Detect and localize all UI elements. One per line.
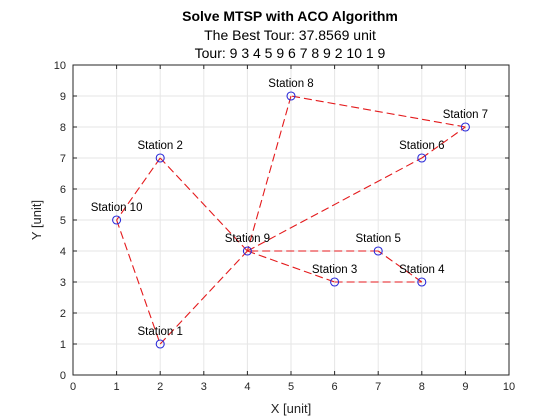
route-segment-6-7: [421, 126, 466, 159]
route-segment-9-2: [159, 157, 248, 252]
route-segment-4-5: [377, 250, 423, 283]
tour-route: [116, 95, 466, 345]
y-axis-label: Y [unit]: [29, 200, 44, 240]
route-segment-9-6: [247, 157, 423, 252]
x-tick-label: 0: [70, 381, 76, 393]
station-label-5: Station 5: [355, 233, 400, 245]
x-tick-label: 2: [157, 381, 163, 393]
x-tick-label: 1: [114, 381, 120, 393]
station-marker-6: [417, 153, 427, 163]
station-label-2: Station 2: [137, 140, 182, 152]
x-tick-label: 10: [503, 381, 515, 393]
x-axis-label: X [unit]: [271, 401, 311, 416]
x-tick-label: 9: [462, 381, 468, 393]
route-segment-2-10: [116, 157, 161, 221]
x-tick-label: 8: [419, 381, 425, 393]
route-segment-9-3: [247, 250, 335, 283]
station-marker-9: [242, 246, 252, 256]
x-tick-label: 6: [332, 381, 338, 393]
station-marker-5: [373, 246, 383, 256]
tour-sequence: Tour: 9 3 4 5 9 6 7 8 9 2 10 1 9: [195, 45, 386, 61]
station-marker-10: [112, 215, 122, 225]
chart-subtitle: The Best Tour: 37.8569 unit: [204, 27, 376, 43]
station-marker-3: [330, 277, 340, 287]
station-label-1: Station 1: [137, 326, 182, 338]
route-segment-10-1: [116, 219, 161, 345]
chart-title: Solve MTSP with ACO Algorithm: [182, 8, 398, 24]
y-tick-label: 7: [60, 153, 66, 165]
y-tick-label: 8: [60, 122, 66, 134]
station-label-7: Station 7: [443, 109, 488, 121]
y-tick-label: 1: [60, 339, 66, 351]
station-label-6: Station 6: [399, 140, 444, 152]
x-tick-label: 5: [288, 381, 294, 393]
station-marker-7: [460, 122, 470, 132]
station-label-10: Station 10: [91, 202, 143, 214]
y-tick-label: 4: [60, 246, 66, 258]
y-tick-label: 6: [60, 184, 66, 196]
station-label-4: Station 4: [399, 264, 445, 276]
y-tick-label: 10: [54, 60, 66, 72]
x-tick-label: 4: [244, 381, 250, 393]
y-tick-label: 0: [60, 370, 66, 382]
x-tick-label: 7: [375, 381, 381, 393]
tick-labels: 0 1 2 3 4 5 6 7 8 9 10 0 1 2 3 4 5 6 7 8 9 10: [54, 60, 515, 393]
station-labels: Station 1 Station 2 Station 3 Station 4 Stat…: [91, 78, 488, 338]
station-marker-2: [155, 153, 165, 163]
y-tick-label: 3: [60, 277, 66, 289]
station-label-8: Station 8: [268, 78, 313, 90]
route-segment-8-9: [246, 95, 292, 252]
station-label-9: Station 9: [225, 233, 270, 245]
route-segment-7-8: [290, 95, 466, 128]
station-marker-4: [417, 277, 427, 287]
y-tick-label: 2: [60, 308, 66, 320]
station-marker-1: [155, 339, 165, 349]
station-marker-8: [286, 91, 296, 101]
x-tick-label: 3: [201, 381, 207, 393]
y-tick-label: 5: [60, 215, 66, 227]
station-markers: [112, 91, 470, 349]
route-segment-1-9: [159, 250, 248, 345]
plot-area-border: [72, 64, 510, 376]
station-label-3: Station 3: [312, 264, 357, 276]
y-tick-label: 9: [60, 91, 66, 103]
